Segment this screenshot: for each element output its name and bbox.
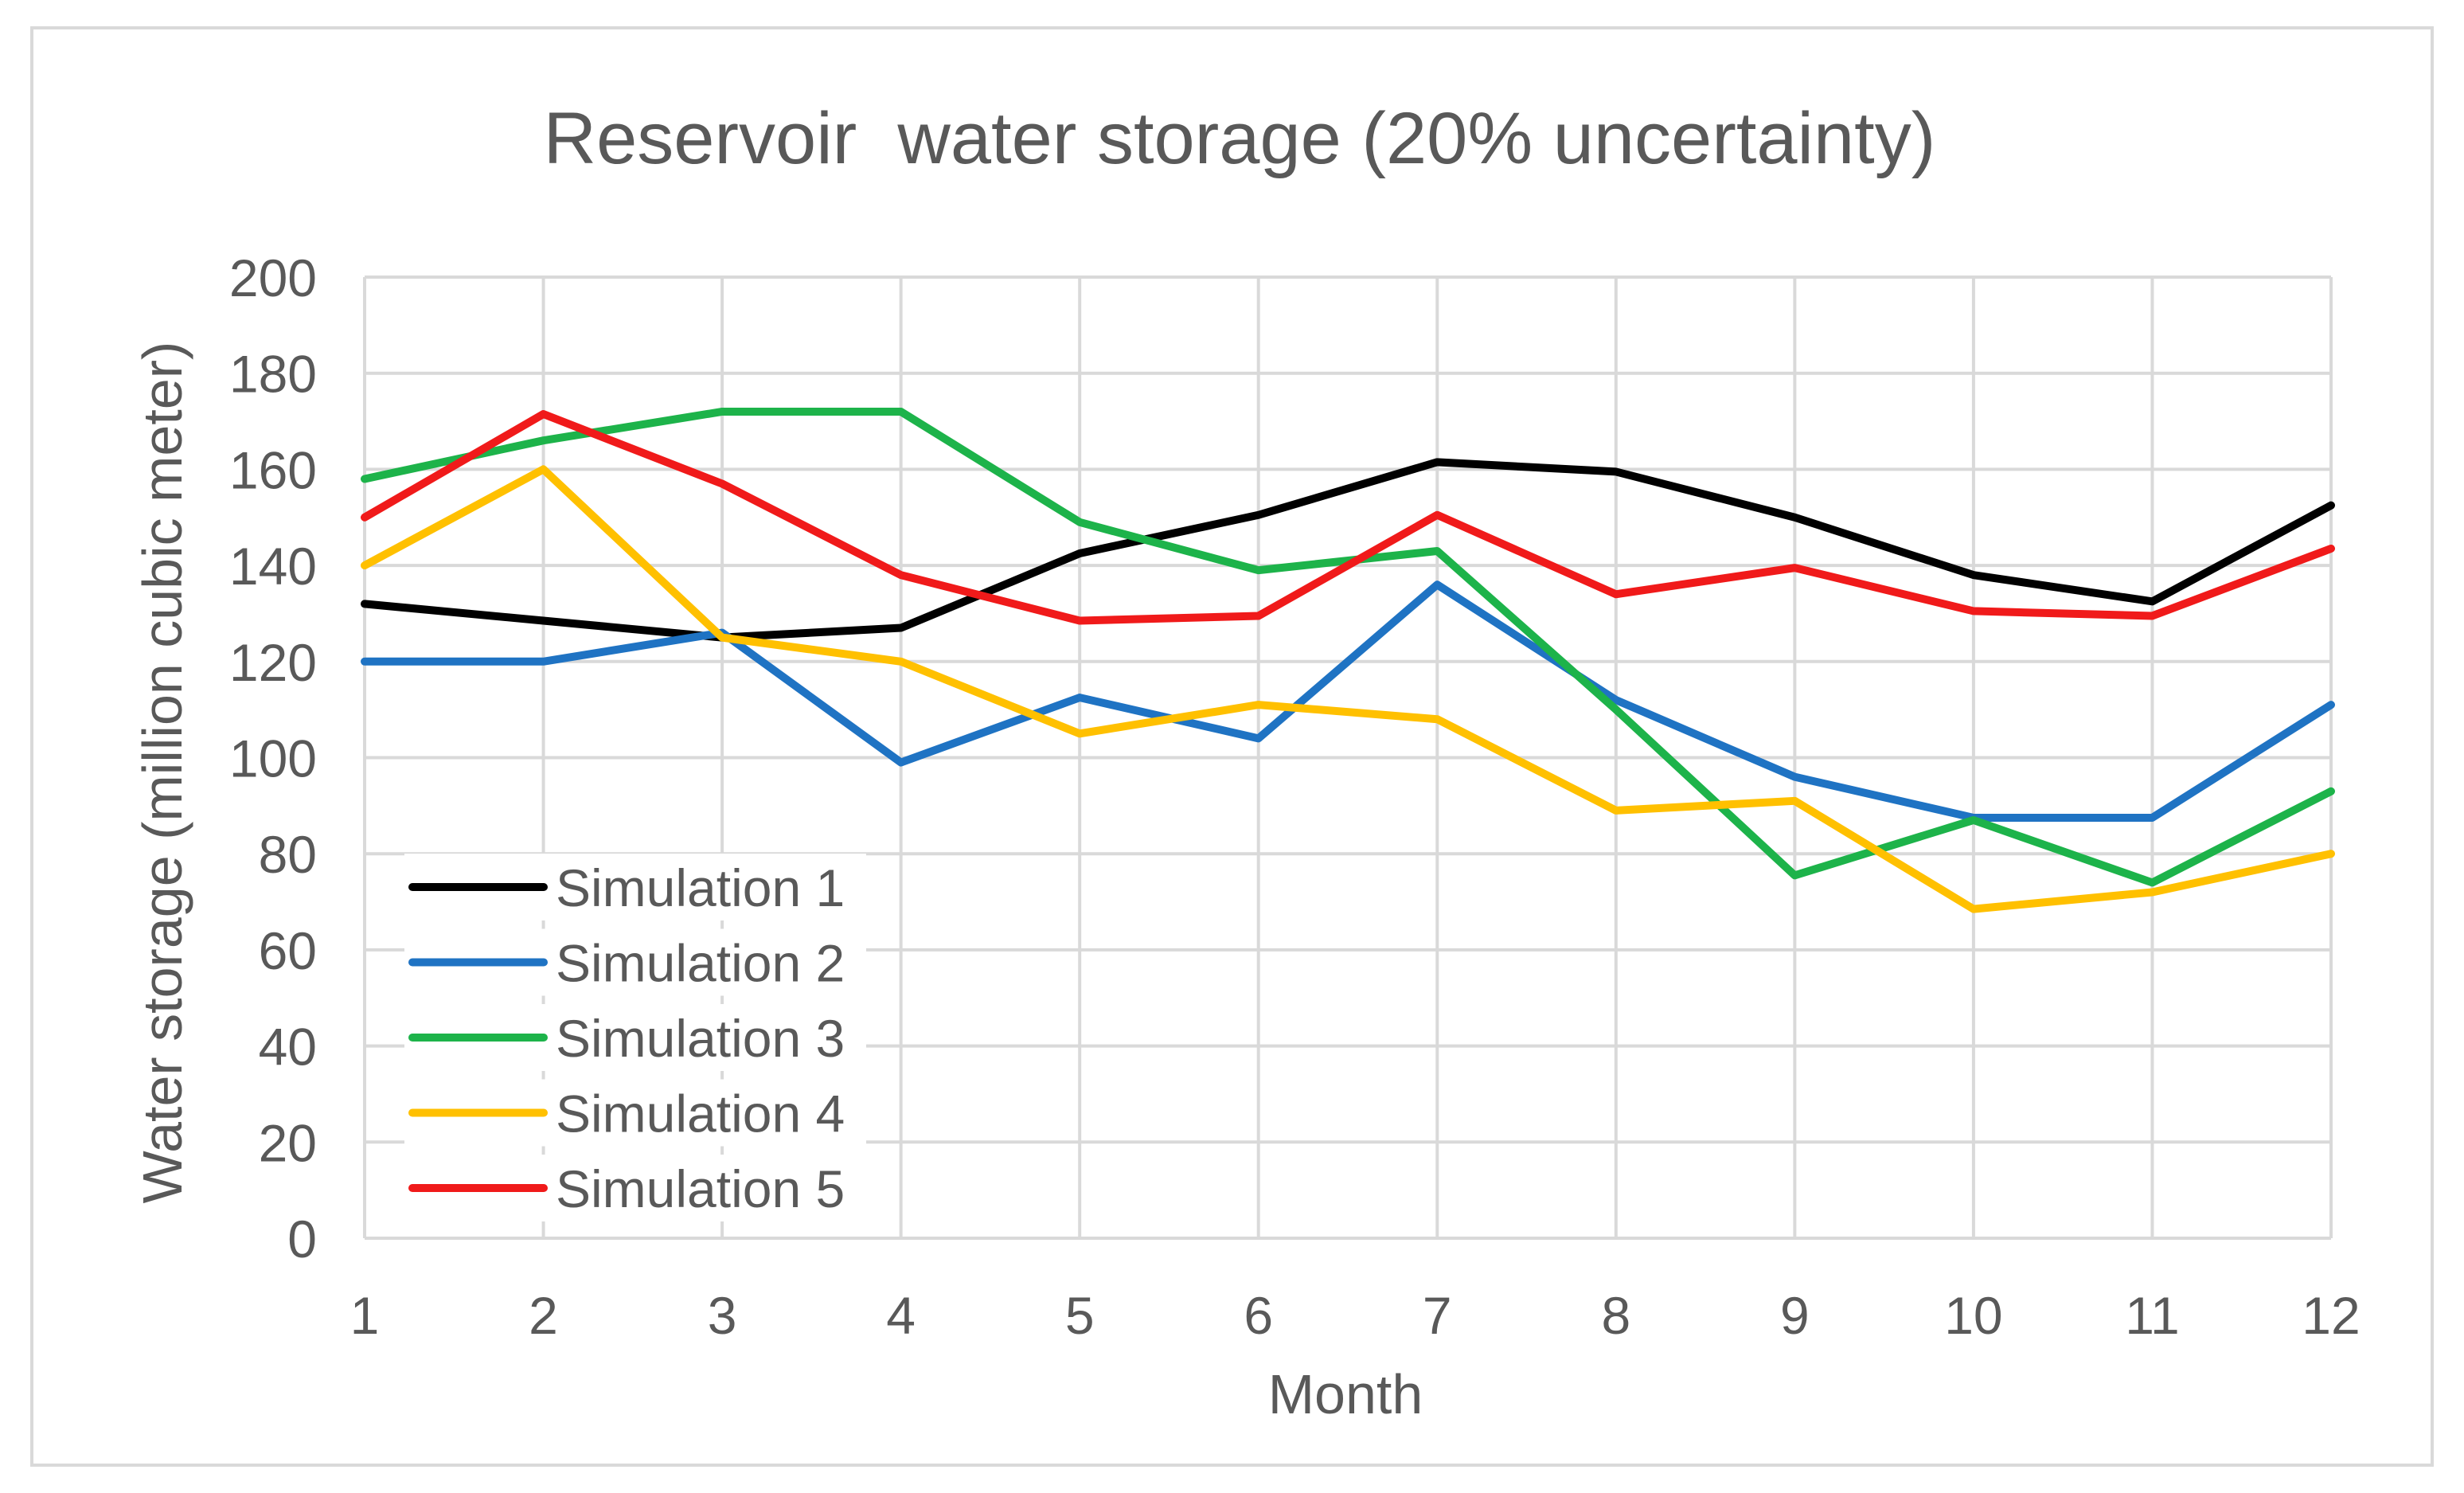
legend-label-simulation-2: Simulation 2 — [556, 934, 845, 993]
legend-label-simulation-3: Simulation 3 — [556, 1009, 845, 1068]
y-tick-label: 40 — [259, 1018, 317, 1077]
series-line-simulation-2 — [361, 580, 2335, 822]
y-tick-label: 200 — [229, 248, 317, 307]
y-tick-label: 120 — [229, 633, 317, 692]
series-line-simulation-3 — [361, 407, 2335, 887]
chart-title: Reservoir water storage (20% uncertainty… — [544, 98, 1936, 179]
x-tick-label: 5 — [1065, 1286, 1095, 1345]
x-tick-label: 1 — [350, 1286, 380, 1345]
y-tick-label: 80 — [259, 825, 317, 884]
x-tick-label: 8 — [1601, 1286, 1630, 1345]
x-axis-label: Month — [1268, 1363, 1423, 1425]
legend-label-simulation-1: Simulation 1 — [556, 858, 845, 917]
x-tick-label: 9 — [1780, 1286, 1810, 1345]
gridlines — [363, 276, 2333, 1240]
y-tick-label: 100 — [229, 729, 317, 788]
legend: Simulation 1 Simulation 2 Simulation 3 Simu… — [404, 854, 866, 1221]
y-tick-label: 0 — [287, 1210, 317, 1268]
y-tick-label: 160 — [229, 440, 317, 499]
x-tick-label: 12 — [2302, 1286, 2360, 1345]
y-tick-label: 60 — [259, 921, 317, 980]
legend-label-simulation-5: Simulation 5 — [556, 1159, 845, 1218]
y-tick-label: 180 — [229, 345, 317, 404]
y-tick-label: 20 — [259, 1113, 317, 1172]
x-tick-label: 6 — [1244, 1286, 1273, 1345]
x-tick-label: 3 — [708, 1286, 737, 1345]
series-line-simulation-5 — [361, 409, 2335, 625]
y-tick-label: 140 — [229, 537, 317, 596]
series-line-simulation-4 — [361, 465, 2335, 913]
y-axis-label: Water storage (million cubic meter) — [131, 342, 193, 1204]
x-tick-labels: 1 2 3 4 5 6 7 8 9 10 11 12 — [350, 1286, 2361, 1345]
x-tick-label: 4 — [886, 1286, 916, 1345]
chart-frame — [30, 26, 2434, 1467]
legend-label-simulation-4: Simulation 4 — [556, 1085, 845, 1143]
x-tick-label: 7 — [1423, 1286, 1452, 1345]
x-tick-label: 10 — [1944, 1286, 2002, 1345]
y-tick-labels: 0 20 40 60 80 100 120 140 160 180 200 — [229, 248, 317, 1268]
series-lines — [361, 407, 2335, 913]
x-tick-label: 11 — [2125, 1286, 2180, 1345]
x-tick-label: 2 — [529, 1286, 558, 1345]
